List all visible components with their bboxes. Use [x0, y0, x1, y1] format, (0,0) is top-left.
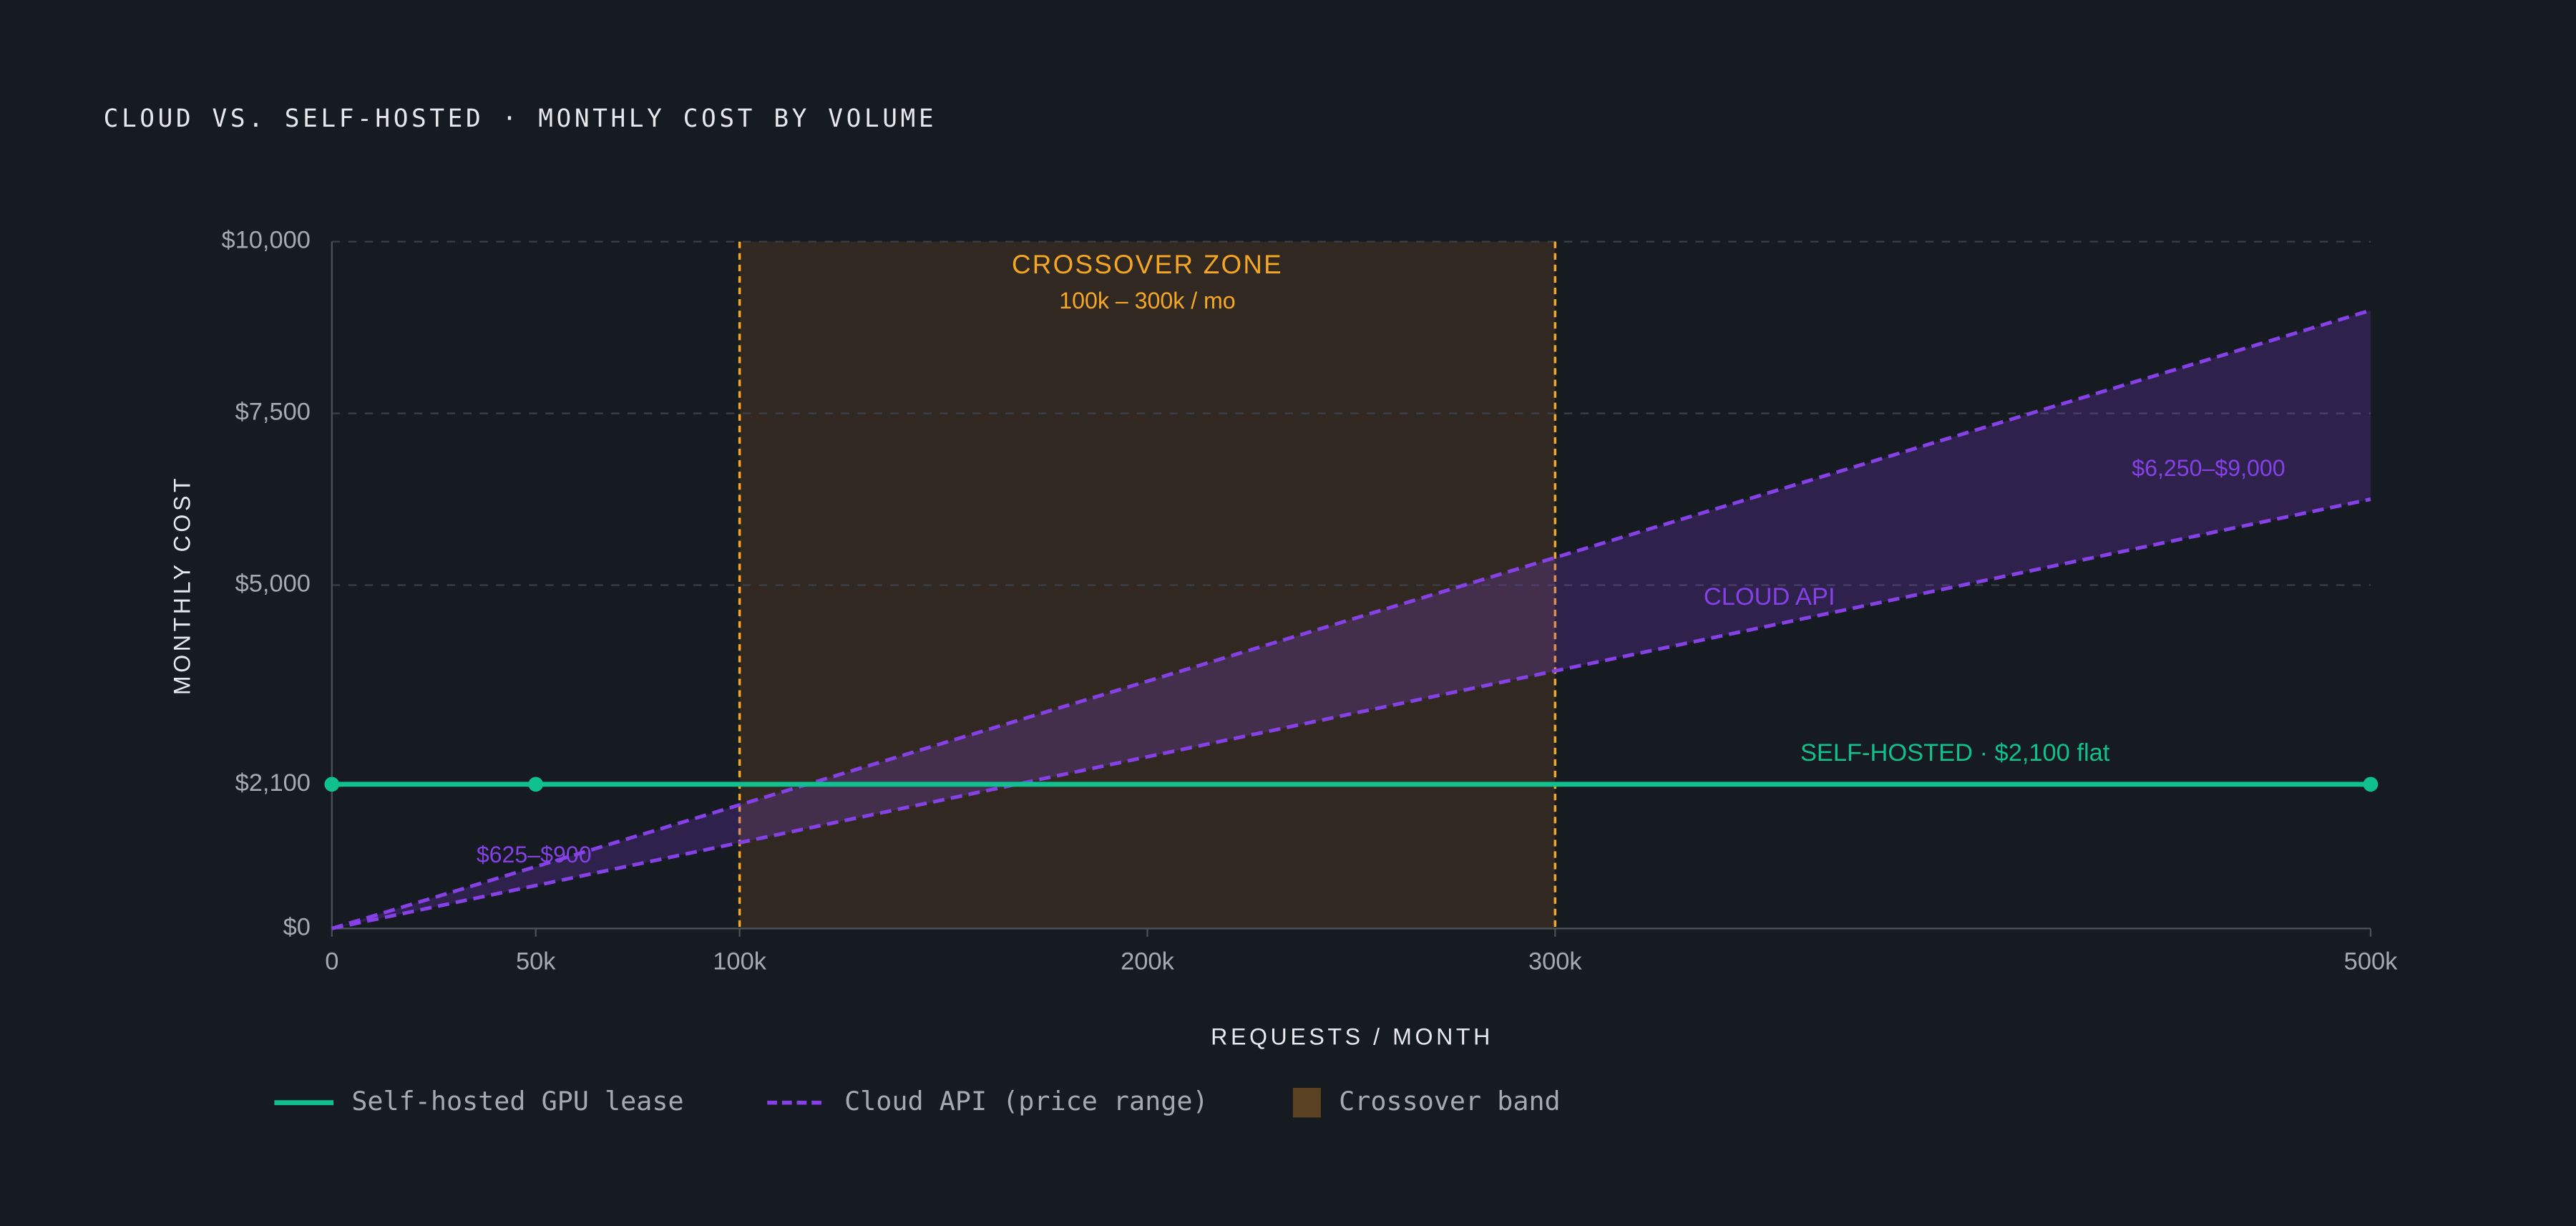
y-tick-label: $5,000 [235, 570, 311, 598]
cloud-line-high [331, 308, 2371, 930]
self-hosted-point [2363, 777, 2379, 792]
x-axis-label: REQUESTS / MONTH [1211, 1024, 1493, 1050]
x-tick-label: 50k [516, 948, 556, 976]
legend-swatch [1292, 1088, 1321, 1118]
x-tick-label: 100k [713, 948, 766, 976]
self-hosted-point [528, 777, 544, 792]
x-tick-label: 0 [325, 948, 338, 976]
x-tick-label: 500k [2344, 948, 2398, 976]
x-tick-label: 300k [1528, 948, 1582, 976]
y-tick-label: $7,500 [235, 399, 311, 426]
crossover-title: CROSSOVER ZONE [1012, 250, 1283, 279]
y-tick-label: $2,100 [235, 769, 311, 797]
self-hosted-point [324, 777, 340, 792]
cloud-line-low [331, 497, 2371, 930]
legend-label: Cloud API (price range) [844, 1086, 1208, 1116]
annotation: $6,250–$9,000 [2132, 455, 2285, 481]
crossover-subtitle: 100k – 300k / mo [1059, 288, 1235, 313]
chart-title: CLOUD VS. SELF-HOSTED · MONTHLY COST BY … [104, 104, 937, 133]
x-tick-label: 200k [1121, 948, 1174, 976]
y-tick-label: $0 [283, 913, 311, 940]
annotation: SELF-HOSTED · $2,100 flat [1800, 739, 2110, 767]
legend-label: Crossover band [1339, 1086, 1561, 1116]
legend-label: Self-hosted GPU lease [351, 1086, 683, 1116]
y-axis-label: MONTHLY COST [170, 475, 195, 695]
annotation: $625–$900 [477, 842, 592, 867]
y-tick-label: $10,000 [221, 227, 310, 254]
annotation: CLOUD API [1704, 583, 1835, 610]
